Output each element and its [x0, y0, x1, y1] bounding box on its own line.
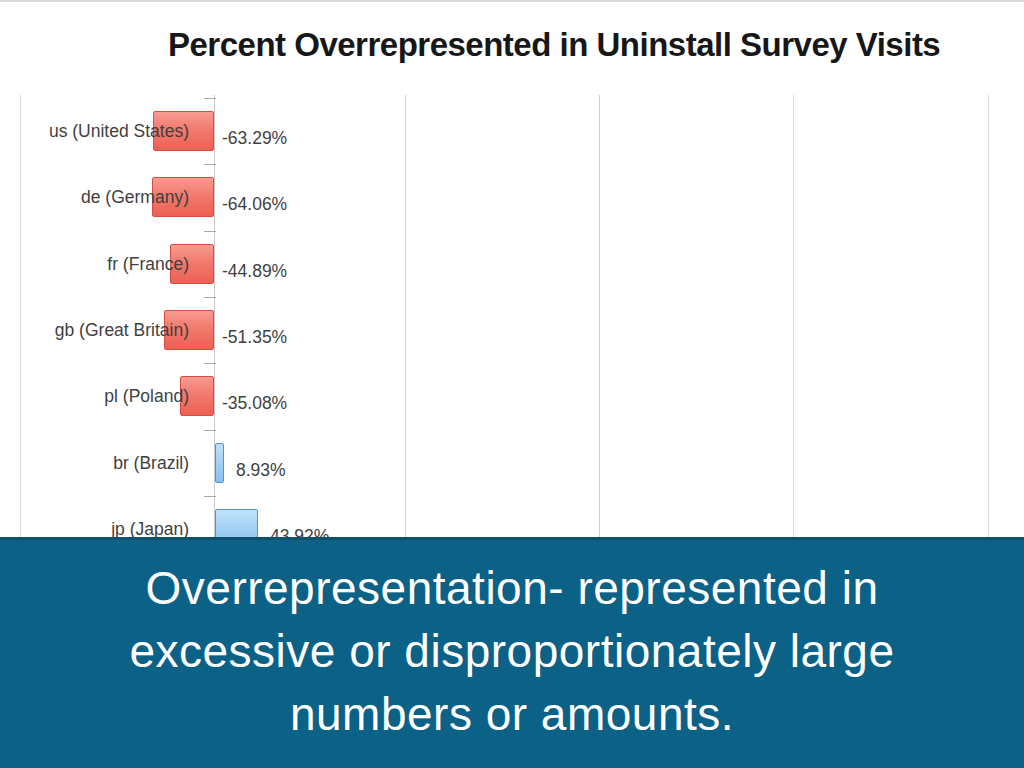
axis-tick	[204, 430, 216, 431]
category-label: us (United States)	[49, 119, 189, 143]
axis-tick	[204, 363, 216, 364]
category-label: de (Germany)	[81, 185, 189, 209]
axis-tick	[204, 231, 216, 232]
category-label: pl (Poland)	[104, 384, 189, 408]
axis-tick	[204, 98, 216, 99]
caption-overlay: Overrepresentation- represented in exces…	[0, 537, 1024, 768]
caption-line: numbers or amounts.	[0, 683, 1024, 746]
caption-line: Overrepresentation- represented in	[0, 557, 1024, 620]
value-label: -63.29%	[222, 126, 287, 150]
presentation-slide: Percent Overrepresented in Uninstall Sur…	[0, 0, 1024, 768]
caption-text: Overrepresentation- represented in exces…	[0, 540, 1024, 746]
positive-bar	[215, 443, 224, 483]
value-label: -64.06%	[222, 192, 287, 216]
axis-tick	[204, 496, 216, 497]
axis-tick	[204, 164, 216, 165]
caption-line: excessive or disproportionately large	[0, 620, 1024, 683]
category-label: fr (France)	[107, 252, 189, 276]
value-label: 8.93%	[236, 458, 286, 482]
category-label: gb (Great Britain)	[55, 318, 189, 342]
value-label: -44.89%	[222, 259, 287, 283]
value-label: -35.08%	[222, 391, 287, 415]
value-label: -51.35%	[222, 325, 287, 349]
category-label: br (Brazil)	[113, 451, 189, 475]
axis-tick	[204, 297, 216, 298]
